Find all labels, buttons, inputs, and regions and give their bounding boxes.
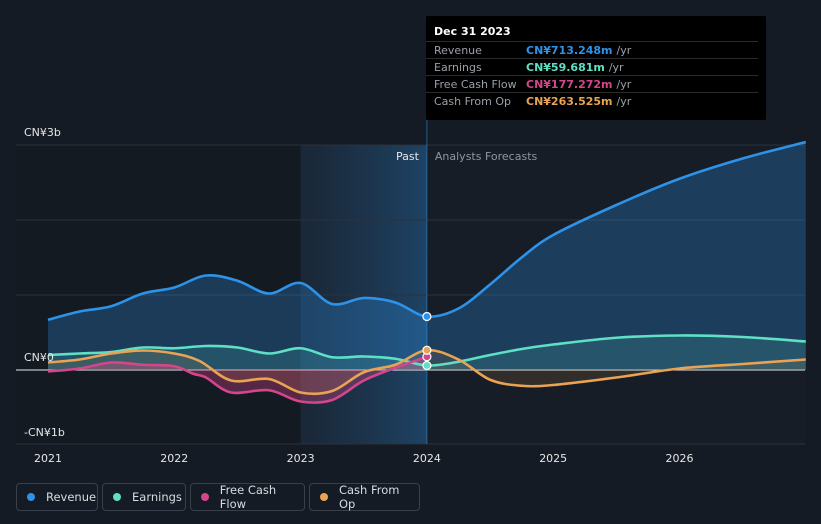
free-cash-flow-dot-icon <box>201 493 209 501</box>
revenue-line <box>47 140 807 322</box>
hover-tooltip: Dec 31 2023 Revenue CN¥713.248m/yr Earni… <box>426 16 766 120</box>
y-tick-label: CN¥3b <box>24 126 61 139</box>
legend-label: Cash From Op <box>338 483 400 511</box>
x-tick-label: 2026 <box>666 452 694 465</box>
cash-from-op-dot-icon <box>320 493 328 501</box>
revenue-dot-icon <box>27 493 35 501</box>
tooltip-value: CN¥713.248m/yr <box>526 44 632 57</box>
revenue-marker <box>422 311 432 322</box>
legend-item-cash-from-op[interactable]: Cash From Op <box>309 483 420 511</box>
x-tick-label: 2024 <box>413 452 441 465</box>
tooltip-row-earnings: Earnings CN¥59.681m/yr <box>426 58 758 76</box>
x-axis-labels: 2021 2022 2023 2024 2025 2026 <box>34 452 694 465</box>
forecast-label: Analysts Forecasts <box>435 150 538 163</box>
free-cash-flow-line <box>47 355 428 404</box>
series-lines <box>47 140 807 404</box>
cash-from-op-line <box>47 348 806 396</box>
earnings-marker <box>422 360 432 371</box>
cash-from-op-marker <box>422 345 432 355</box>
tooltip-label: Free Cash Flow <box>434 78 517 91</box>
tooltip-label: Earnings <box>434 61 482 74</box>
tooltip-value: CN¥263.525m/yr <box>526 95 632 108</box>
x-tick-label: 2022 <box>160 452 188 465</box>
tooltip-row-free-cash-flow: Free Cash Flow CN¥177.272m/yr <box>426 75 758 93</box>
tooltip-row-revenue: Revenue CN¥713.248m/yr <box>426 41 758 59</box>
legend-item-free-cash-flow[interactable]: Free Cash Flow <box>190 483 305 511</box>
earnings-dot-icon <box>113 493 121 501</box>
tooltip-label: Cash From Op <box>434 95 512 108</box>
hover-markers <box>422 311 432 371</box>
past-label: Past <box>396 150 420 163</box>
legend-item-earnings[interactable]: Earnings <box>102 483 186 511</box>
y-tick-label: -CN¥1b <box>24 426 65 439</box>
tooltip-value: CN¥177.272m/yr <box>526 78 632 91</box>
legend-label: Revenue <box>46 490 97 504</box>
tooltip-label: Revenue <box>434 44 482 57</box>
x-tick-label: 2025 <box>539 452 567 465</box>
tooltip-value: CN¥59.681m/yr <box>526 61 624 74</box>
x-tick-label: 2021 <box>34 452 62 465</box>
y-tick-label: CN¥0 <box>24 351 54 364</box>
y-axis-labels: CN¥3b CN¥0 -CN¥1b <box>24 126 65 439</box>
revenue-area <box>48 142 806 370</box>
earnings-area <box>48 335 806 370</box>
legend-label: Free Cash Flow <box>219 483 277 511</box>
x-tick-label: 2023 <box>287 452 315 465</box>
earnings-line <box>47 334 806 367</box>
tooltip-row-cash-from-op: Cash From Op CN¥263.525m/yr <box>426 92 758 110</box>
legend-label: Earnings <box>132 490 182 504</box>
tooltip-date: Dec 31 2023 <box>434 25 511 38</box>
legend-item-revenue[interactable]: Revenue <box>16 483 98 511</box>
